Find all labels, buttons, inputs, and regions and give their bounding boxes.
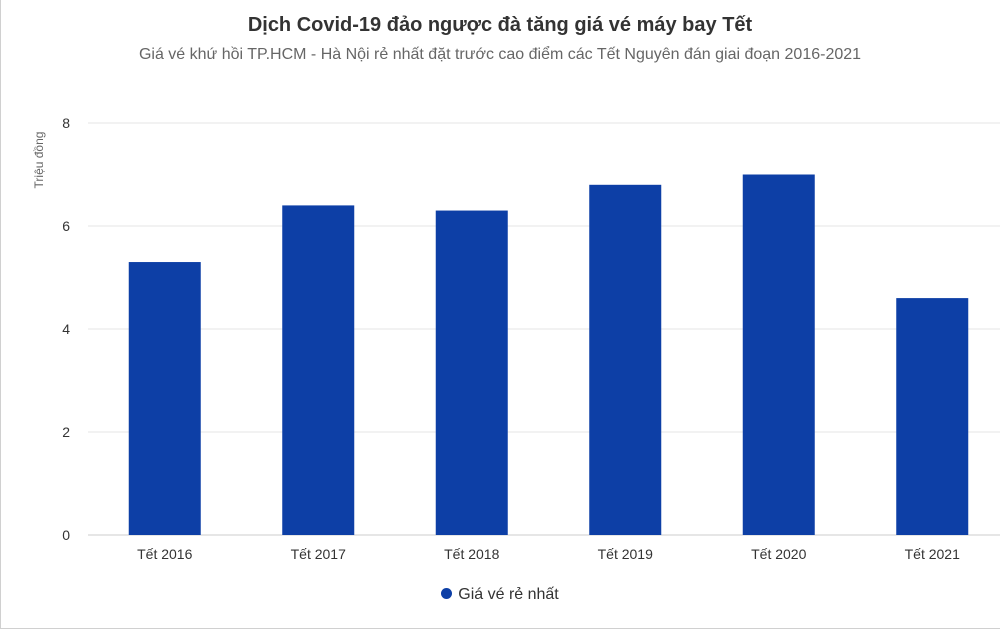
x-axis-ticks: Tết 2016 Tết 2017 Tết 2018 Tết 2019 Tết 2020… [137,546,960,562]
legend-marker-icon [441,588,453,600]
grid-lines [88,122,1000,536]
x-tick-label: Tết 2017 [291,546,346,562]
y-tick-label: 0 [62,527,70,543]
bar[interactable] [282,205,355,535]
x-tick-label: Tết 2020 [751,546,806,562]
bars [128,174,969,536]
y-tick-label: 2 [62,424,70,440]
x-tick-label: Tết 2019 [598,546,653,562]
chart-subtitle: Giá vé khứ hồi TP.HCM - Hà Nội rẻ nhất đ… [138,46,862,63]
y-tick-label: 4 [62,321,70,337]
bar[interactable] [128,262,201,535]
y-tick-label: 6 [62,218,70,234]
x-tick-label: Tết 2016 [137,546,192,562]
y-tick-label: 8 [62,115,70,131]
bar[interactable] [896,298,969,535]
chart-title: Dịch Covid-19 đảo ngược đà tăng giá vé m… [247,14,753,36]
x-tick-label: Tết 2018 [444,546,499,562]
bar[interactable] [435,210,508,536]
y-axis-title: Triệu đồng [32,132,46,189]
bar[interactable] [589,184,662,536]
legend-label: Giá vé rẻ nhất [458,586,559,603]
bar[interactable] [742,174,815,536]
legend[interactable]: Giá vé rẻ nhất [0,586,1000,604]
y-axis-ticks: 0 2 4 6 8 [62,115,70,543]
x-tick-label: Tết 2021 [905,546,960,562]
